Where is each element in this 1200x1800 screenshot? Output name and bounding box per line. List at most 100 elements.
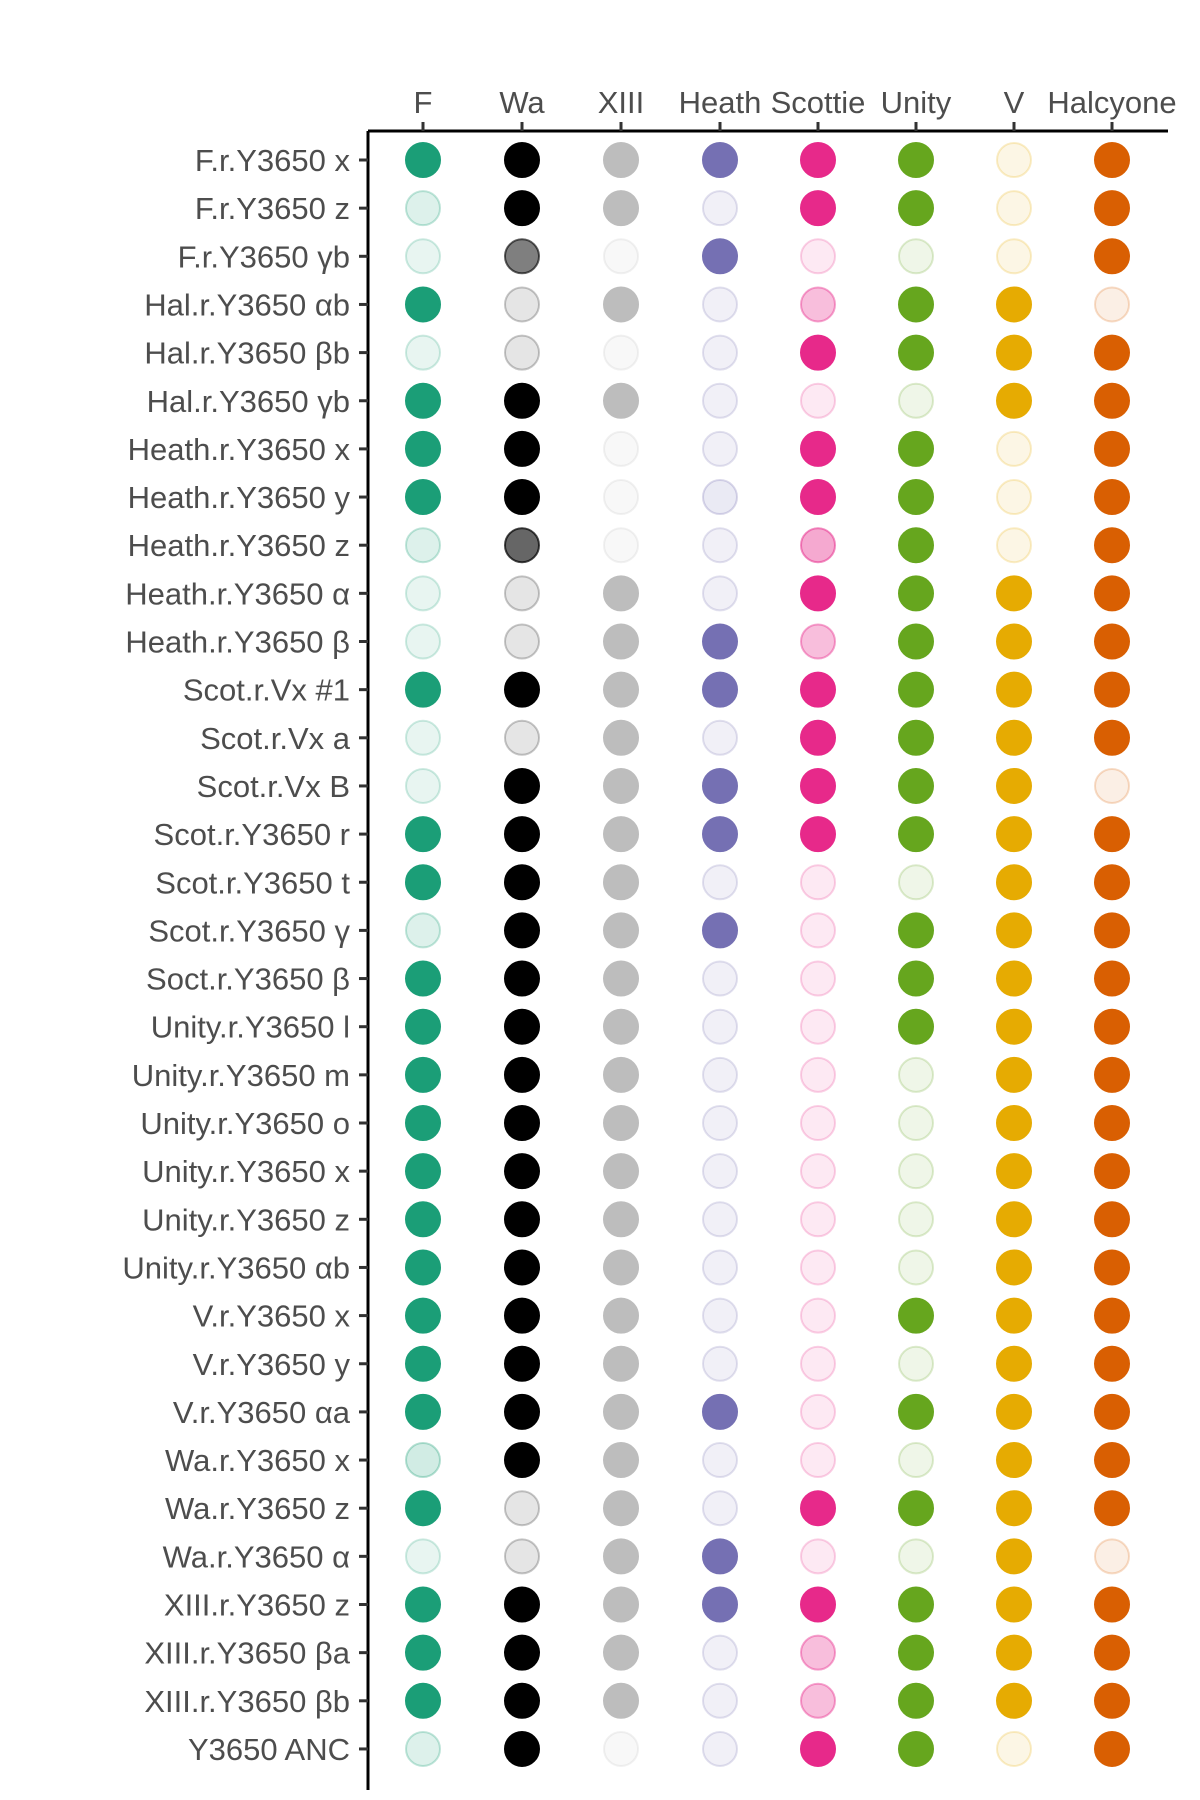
dot (702, 334, 738, 371)
dot (1094, 1634, 1130, 1671)
dot (996, 1393, 1032, 1430)
row-label: F.r.Y3650 γb (178, 239, 350, 274)
dot (800, 190, 836, 227)
dot (603, 382, 639, 419)
dot (702, 671, 738, 708)
row-label: Hal.r.Y3650 αb (144, 287, 350, 322)
dot (504, 719, 540, 756)
dot (405, 1682, 441, 1719)
dot (504, 1008, 540, 1045)
dot (603, 816, 639, 853)
dot (898, 1538, 934, 1575)
dot (898, 142, 934, 178)
dot (800, 382, 836, 419)
dot (702, 1345, 738, 1382)
column-label: Unity (881, 85, 952, 120)
dot (702, 1730, 738, 1767)
dot (603, 479, 639, 516)
dot (702, 623, 738, 660)
dot (405, 1105, 441, 1141)
dot (504, 864, 540, 901)
dot (504, 1345, 540, 1382)
dot (504, 1730, 540, 1767)
row-label: Unity.r.Y3650 m (132, 1058, 350, 1093)
dot (898, 238, 934, 275)
dot (898, 1153, 934, 1190)
dot (800, 623, 836, 660)
dot (898, 1008, 934, 1045)
dot (1094, 430, 1130, 467)
dot (504, 1249, 540, 1286)
dot (702, 816, 738, 853)
dot (405, 527, 441, 564)
dot (996, 286, 1032, 323)
axes (366, 129, 1168, 1790)
dot (504, 1297, 540, 1334)
row-label: Hal.r.Y3650 γb (147, 384, 350, 419)
dot (603, 430, 639, 467)
dot (1094, 382, 1130, 419)
row-label: Scot.r.Y3650 t (155, 865, 350, 900)
dot (702, 1393, 738, 1430)
dot (504, 334, 540, 371)
dot (898, 719, 934, 756)
dot (996, 671, 1032, 708)
dot (405, 767, 441, 804)
dot (405, 1634, 441, 1671)
dot (504, 1586, 540, 1623)
dot (504, 1056, 540, 1093)
dot (1094, 623, 1130, 660)
dot (504, 1442, 540, 1479)
dot (702, 1538, 738, 1575)
dot (603, 334, 639, 371)
dot (603, 1201, 639, 1238)
dot (996, 719, 1032, 756)
dot (603, 1297, 639, 1334)
dot (405, 575, 441, 612)
dot (1094, 864, 1130, 901)
dot (898, 1730, 934, 1767)
column-label: Halcyone (1047, 85, 1176, 120)
dot (702, 1490, 738, 1527)
dot (1094, 1682, 1130, 1719)
dot (898, 575, 934, 612)
dot (800, 1008, 836, 1045)
dot (1094, 575, 1130, 612)
row-label: XIII.r.Y3650 βb (144, 1684, 350, 1719)
dot (603, 1393, 639, 1430)
dot (1094, 1345, 1130, 1382)
dot (898, 382, 934, 419)
dot (504, 1490, 540, 1527)
dot (702, 1201, 738, 1238)
dot (702, 1442, 738, 1479)
column-label: Wa (499, 85, 545, 120)
dot (504, 1538, 540, 1575)
dot (603, 1153, 639, 1190)
dot (603, 1345, 639, 1382)
dot (800, 960, 836, 997)
dot (800, 719, 836, 756)
dot (504, 142, 540, 178)
dot (898, 479, 934, 516)
dot (603, 1538, 639, 1575)
dot (1094, 816, 1130, 853)
row-label: Scot.r.Y3650 r (154, 817, 350, 852)
dot (504, 1682, 540, 1719)
dot (504, 1393, 540, 1430)
dot (898, 1056, 934, 1093)
dot (898, 1634, 934, 1671)
dot (898, 1201, 934, 1238)
dot (996, 1297, 1032, 1334)
dot (996, 1634, 1032, 1671)
dot (898, 1490, 934, 1527)
dot (898, 190, 934, 227)
dot (898, 1442, 934, 1479)
row-label: Unity.r.Y3650 x (142, 1154, 350, 1189)
dot (702, 1008, 738, 1045)
row-label: Heath.r.Y3650 y (128, 480, 351, 515)
dot (800, 334, 836, 371)
row-label: Wa.r.Y3650 α (163, 1539, 350, 1574)
dot (800, 1153, 836, 1190)
